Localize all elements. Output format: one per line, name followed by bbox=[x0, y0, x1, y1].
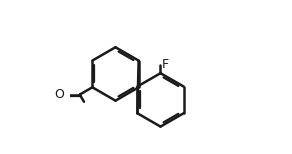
Text: O: O bbox=[55, 88, 65, 101]
Text: F: F bbox=[161, 58, 168, 71]
